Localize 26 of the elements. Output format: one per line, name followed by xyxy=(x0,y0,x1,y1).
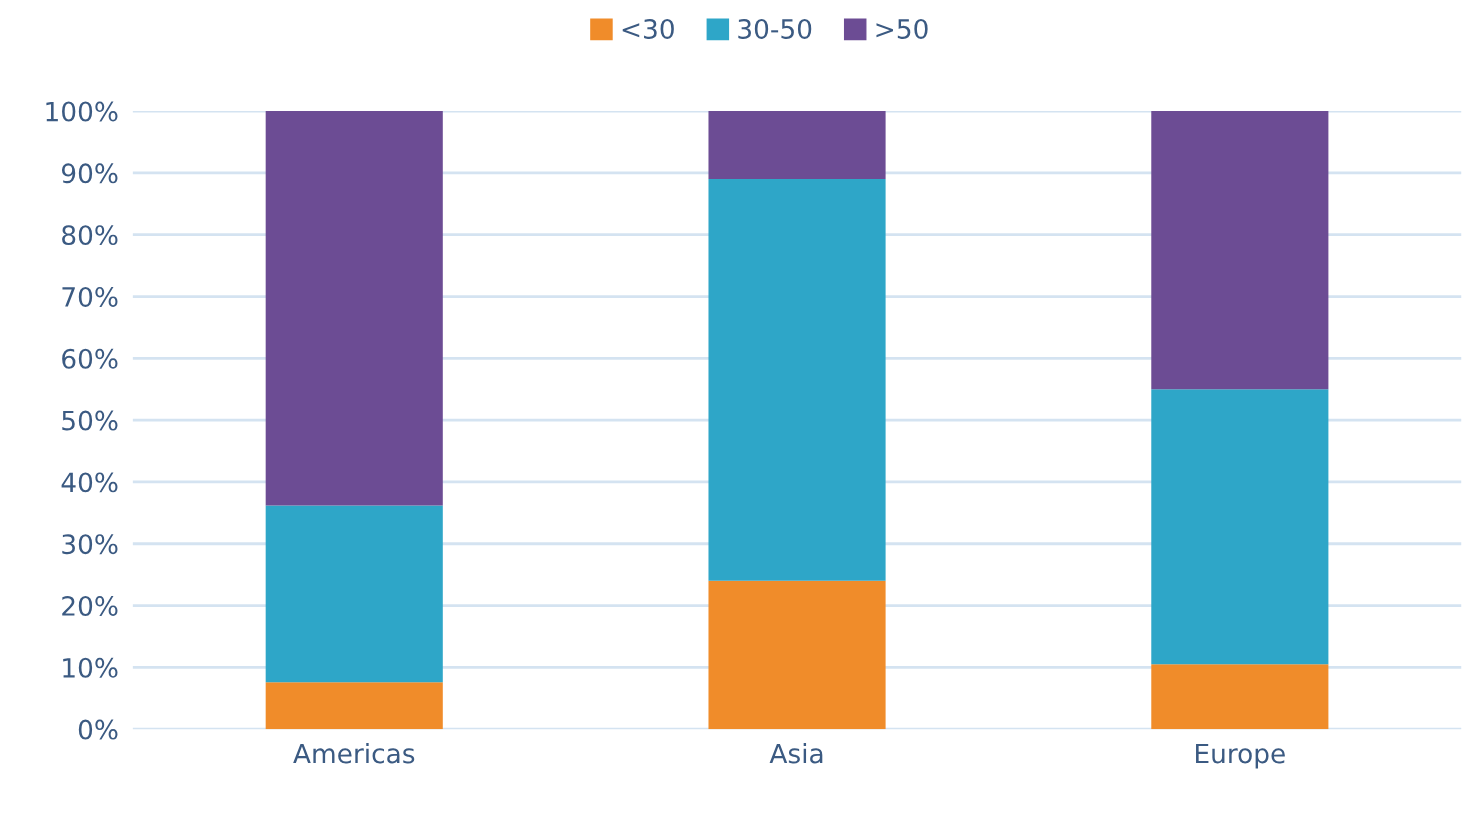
bar xyxy=(1151,111,1329,390)
bar xyxy=(1151,664,1329,730)
bar xyxy=(265,505,443,683)
y-tick-label: 0% xyxy=(78,719,118,740)
y-tick-label: 10% xyxy=(63,657,118,678)
y-tick-label: 40% xyxy=(61,472,118,493)
y-tick-label: 20% xyxy=(62,596,118,616)
x-tick-label: Europe xyxy=(1196,743,1285,769)
y-tick-label: 80% xyxy=(62,225,118,246)
bar xyxy=(1151,389,1329,665)
legend-label: >50 xyxy=(876,18,928,39)
y-tick-label: 30% xyxy=(62,534,118,555)
bar xyxy=(708,580,886,730)
legend-label: 30-50 xyxy=(738,18,812,39)
y-tick-label: 70% xyxy=(62,286,118,307)
bar xyxy=(708,111,886,180)
y-tick-label: 50% xyxy=(62,410,118,431)
bar xyxy=(265,111,443,506)
bar xyxy=(265,682,443,730)
y-tick-label: 60% xyxy=(62,348,118,369)
x-tick-label: Asia xyxy=(769,743,823,764)
x-tick-label: Americas xyxy=(293,743,415,764)
y-tick-label: 100% xyxy=(46,101,118,122)
y-tick-label: 90% xyxy=(61,163,118,184)
legend-label: <30 xyxy=(622,18,674,39)
bar xyxy=(708,179,886,581)
